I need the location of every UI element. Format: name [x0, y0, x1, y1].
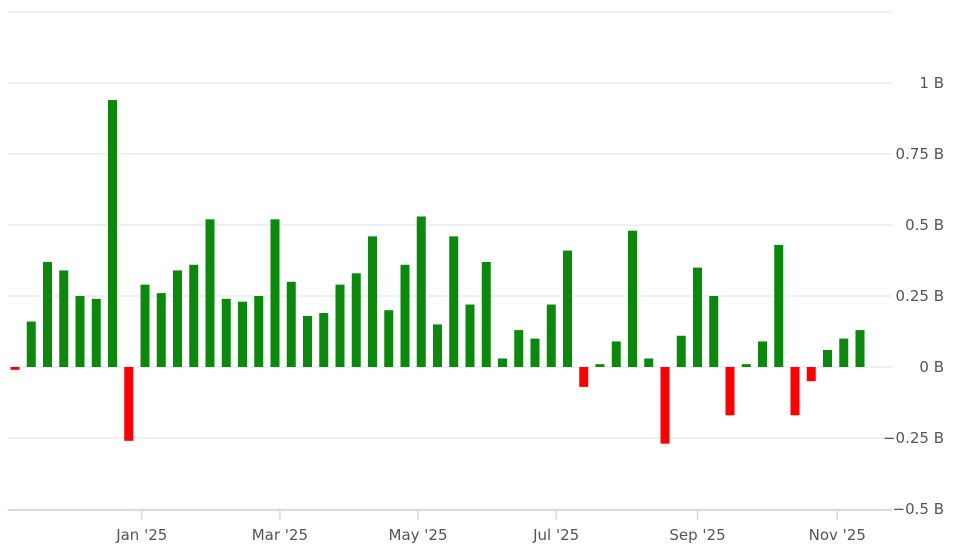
bar — [758, 341, 767, 367]
bar — [546, 304, 556, 367]
bar — [43, 261, 52, 367]
bar — [400, 264, 410, 367]
bar — [481, 261, 491, 367]
bar — [823, 349, 832, 367]
bar — [725, 367, 735, 416]
bar — [173, 270, 182, 367]
y-tick-label: −0.5 B — [893, 500, 944, 518]
bar — [693, 267, 702, 367]
bar — [741, 364, 751, 367]
bar — [140, 284, 150, 367]
bar — [221, 298, 231, 367]
bar — [416, 216, 426, 367]
bar — [855, 330, 865, 367]
bar — [238, 301, 247, 367]
bar — [124, 367, 134, 441]
bar — [498, 358, 507, 367]
bar — [205, 219, 215, 367]
y-tick-label: 0 B — [919, 358, 944, 376]
bar — [26, 321, 36, 367]
x-tick-label: May '25 — [389, 526, 448, 544]
bar — [806, 367, 816, 382]
bar — [384, 310, 394, 367]
bar — [319, 313, 329, 367]
bar — [563, 250, 572, 367]
bar — [790, 367, 800, 416]
bar — [709, 296, 719, 367]
bar — [676, 335, 686, 367]
x-tick-label: Sep '25 — [669, 526, 725, 544]
bar — [579, 367, 589, 387]
y-tick-label: 0.75 B — [896, 145, 944, 163]
x-tick-label: Mar '25 — [252, 526, 308, 544]
x-tick-label: Nov '25 — [809, 526, 866, 544]
bar — [351, 273, 361, 367]
bar — [286, 281, 296, 367]
bar — [774, 244, 784, 367]
x-tick-label: Jan '25 — [115, 526, 167, 544]
bar — [628, 230, 637, 367]
bar — [660, 367, 670, 444]
bar — [10, 367, 20, 370]
y-tick-label: −0.25 B — [883, 429, 944, 447]
bar — [189, 264, 199, 367]
bar — [644, 358, 654, 367]
bar — [449, 236, 459, 367]
bar — [91, 298, 101, 367]
bar — [270, 219, 280, 367]
bar — [595, 364, 605, 367]
bar — [611, 341, 621, 367]
bar — [303, 315, 312, 367]
bar — [433, 324, 442, 367]
bar — [59, 270, 69, 367]
bar — [465, 304, 475, 367]
gridlines — [8, 11, 892, 439]
y-axis: 1 B 0.75 B 0.5 B 0.25 B 0 B −0.25 B −0.5 B — [883, 74, 944, 518]
bar — [530, 338, 540, 367]
bars — [10, 100, 865, 444]
y-tick-label: 1 B — [919, 74, 944, 92]
y-tick-label: 0.5 B — [905, 216, 944, 234]
bar — [75, 296, 85, 367]
bar — [108, 100, 117, 367]
bar — [254, 296, 264, 367]
bar — [368, 236, 377, 367]
x-tick-label: Jul '25 — [532, 526, 579, 544]
y-tick-label: 0.25 B — [896, 287, 944, 305]
bar — [514, 330, 524, 367]
bar — [156, 293, 166, 367]
x-axis: Jan '25 Mar '25 May '25 Jul '25 Sep '25 Nov '… — [8, 509, 892, 544]
bar — [839, 338, 849, 367]
bar — [335, 284, 345, 367]
